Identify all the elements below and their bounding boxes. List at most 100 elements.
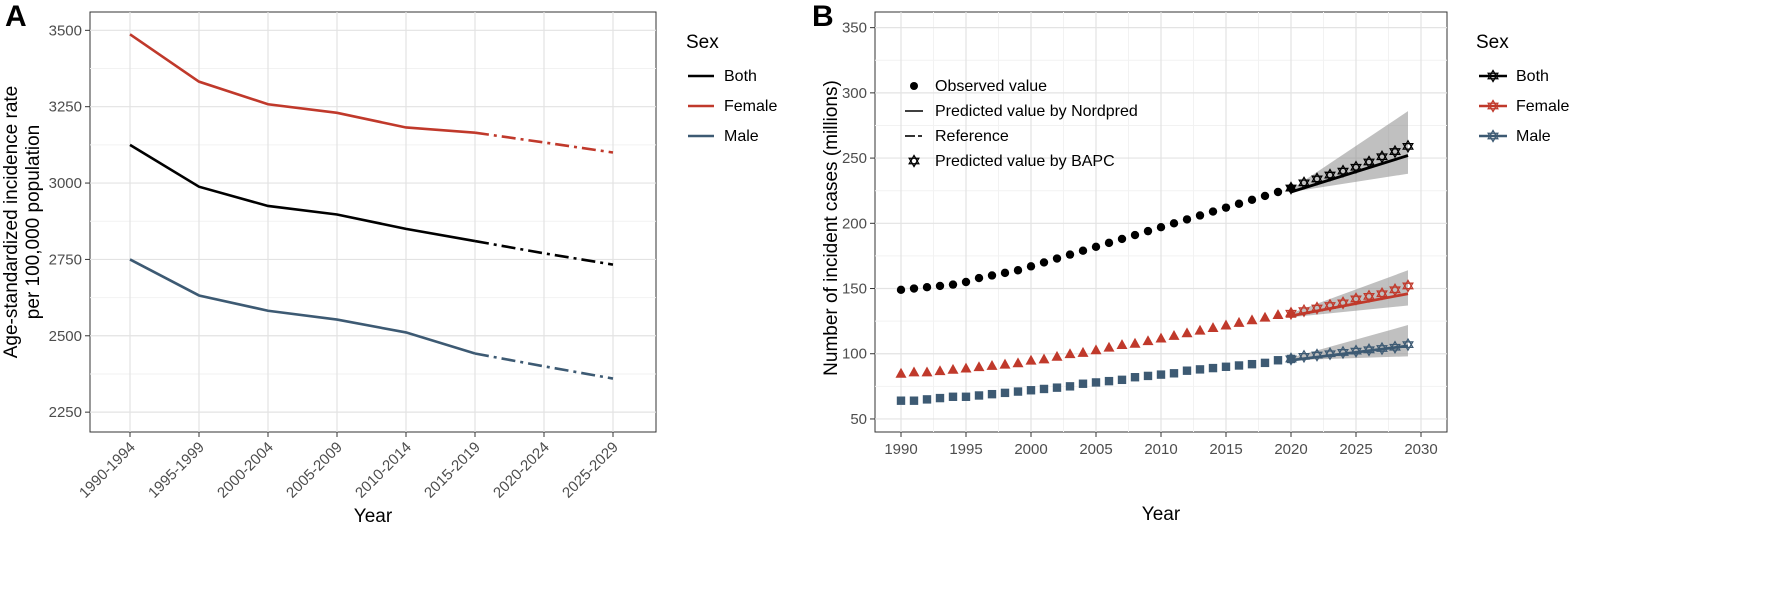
observed-point-both [1052, 254, 1062, 263]
observed-point-male [1169, 369, 1179, 378]
observed-point-both [1234, 199, 1244, 208]
legend-label-female: Female [724, 98, 777, 115]
panel-b-x-ticks: 1990 1995 2000 2005 2010 2015 2020 2025 2030 [884, 432, 1438, 458]
bapc-point-both-down [1298, 179, 1310, 190]
y-tick-label: 3250 [49, 99, 82, 116]
y-tick-label: 250 [842, 150, 867, 167]
observed-point-female [1220, 319, 1232, 330]
bapc-point-female-down [1402, 282, 1414, 293]
observed-point-both [1208, 207, 1218, 216]
bapc-point-female-up [1324, 298, 1336, 309]
observed-point-male [1247, 359, 1257, 369]
bapc-point-both-up [1298, 176, 1310, 187]
legend-key-star-male-up [1487, 129, 1499, 140]
panel-a-y-axis-title-line2: per 100,000 population [23, 125, 44, 319]
bapc-point-female-up [1389, 283, 1401, 294]
series-line-male-observed [129, 258, 476, 355]
y-tick-label: 350 [842, 20, 867, 37]
bapc-point-male-down [1376, 345, 1388, 356]
y-tick-label: 300 [842, 85, 867, 102]
panel-b-x-axis-title: Year [1142, 504, 1181, 525]
bapc-point-both-up [1285, 181, 1297, 192]
bapc-point-female-up [1363, 289, 1375, 300]
x-tick-label: 2030 [1404, 441, 1437, 458]
observed-point-male [974, 391, 984, 400]
observed-point-both [1247, 195, 1257, 205]
bapc-point-male-up [1402, 337, 1414, 349]
y-tick-label: 50 [850, 411, 867, 428]
observed-point-male [1000, 388, 1010, 398]
bapc-point-female-up [1285, 306, 1297, 317]
bapc-point-male-down [1298, 352, 1310, 364]
bapc-point-both-up [1324, 168, 1336, 179]
observed-point-female [908, 366, 920, 377]
observed-point-both [1039, 258, 1049, 267]
series-line-both-observed [129, 143, 476, 243]
panel-a-y-axis-title-line1: Age-standardized incidence rate [1, 86, 22, 359]
bapc-point-male-up [1337, 345, 1349, 356]
observed-point-both [1117, 234, 1127, 244]
bapc-point-both-up [1350, 160, 1362, 171]
observed-point-both [1130, 230, 1140, 240]
uncertainty-band-both [1291, 111, 1408, 192]
observed-point-female [1155, 332, 1167, 343]
x-tick-label: 2010-2014 [352, 439, 415, 502]
observed-point-female [1064, 348, 1076, 359]
x-tick-label: 2000 [1014, 441, 1047, 458]
bapc-point-female [1363, 289, 1375, 304]
observed-point-female [960, 362, 972, 373]
observed-point-both [1091, 242, 1101, 251]
observed-point-both [1026, 262, 1036, 271]
x-tick-label: 2020 [1274, 441, 1307, 458]
legend-key-star-female-down [1487, 102, 1499, 113]
x-tick-label: 2025 [1339, 441, 1372, 458]
observed-point-male [1026, 386, 1036, 395]
observed-point-male [935, 393, 945, 403]
observed-point-both [1065, 250, 1075, 259]
bapc-point-both [1337, 164, 1349, 178]
observed-point-both [1182, 215, 1192, 224]
observed-point-female [1142, 335, 1154, 346]
observed-point-male [1221, 362, 1231, 371]
bapc-point-female-down [1298, 307, 1310, 318]
bapc-point-both-down [1285, 184, 1297, 195]
panel-b-letter: B [812, 0, 834, 33]
inner-legend-label: Reference [935, 128, 1009, 145]
y-tick-label: 100 [842, 346, 867, 363]
bapc-point-female-down [1337, 299, 1349, 310]
legend-label-female: Female [1516, 98, 1569, 115]
observed-point-male [987, 389, 997, 399]
observed-point-female [1272, 309, 1284, 320]
observed-point-female [895, 367, 907, 378]
legend-key-star-both-up [1487, 69, 1499, 80]
observed-point-female [999, 358, 1011, 369]
observed-point-female [1090, 344, 1102, 355]
observed-point-male [1156, 370, 1166, 379]
bapc-point-both-down [1363, 158, 1375, 169]
inner-legend-label: Observed value [935, 78, 1047, 95]
panel-b-y-ticks: 50 100 150 200 250 300 350 [842, 20, 875, 428]
observed-point-female [1207, 322, 1219, 333]
x-tick-label: 1995-1999 [145, 439, 208, 502]
y-tick-label: 2250 [49, 404, 82, 421]
bapc-point-male-down [1402, 341, 1414, 352]
bapc-point-both [1376, 149, 1388, 164]
observed-point-male [1091, 378, 1101, 387]
observed-point-female [1194, 324, 1206, 335]
bapc-point-male [1337, 345, 1349, 360]
bapc-point-male [1324, 346, 1336, 361]
observed-point-male [1195, 365, 1205, 374]
observed-point-both [1260, 191, 1270, 201]
panel-b-inner-legend: Observed value Predicted value by Nordpre… [905, 78, 1138, 170]
bapc-point-both [1402, 139, 1414, 154]
observed-point-male [961, 392, 971, 401]
observed-point-male [1143, 371, 1153, 381]
bapc-point-male-down [1337, 349, 1349, 360]
bapc-point-both [1350, 160, 1362, 175]
series-line-male-projected [474, 352, 614, 380]
observed-point-female [1012, 357, 1024, 368]
x-tick-label: 2015 [1209, 441, 1242, 458]
bapc-point-female [1324, 298, 1336, 313]
bapc-point-male-up [1389, 340, 1401, 351]
bapc-point-both [1285, 181, 1297, 195]
